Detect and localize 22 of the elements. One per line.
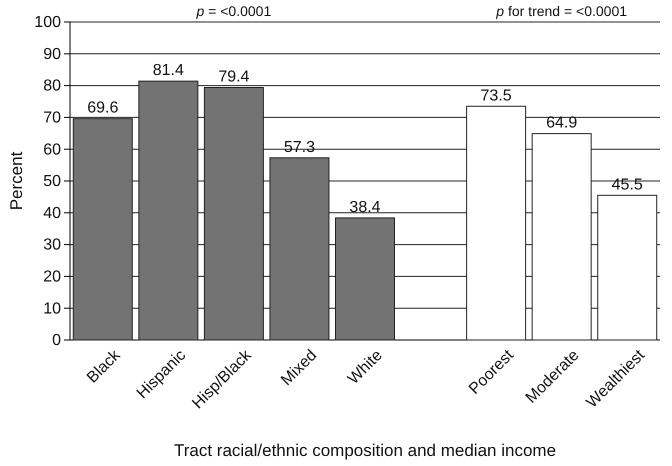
data-label: 69.6 bbox=[87, 100, 118, 117]
text: p for trend = <0.0001 bbox=[495, 3, 628, 19]
text: p = <0.0001 bbox=[196, 3, 272, 19]
data-label: 64.9 bbox=[546, 114, 578, 132]
y-tick-label: 70 bbox=[43, 110, 62, 127]
y-tick-label: 60 bbox=[43, 141, 62, 158]
y-tick-label: 40 bbox=[43, 204, 62, 222]
data-label: 38.4 bbox=[349, 198, 381, 216]
y-tick-label: 50 bbox=[43, 173, 62, 190]
y-tick-label: 0 bbox=[52, 332, 62, 350]
y-tick-label: 10 bbox=[43, 300, 62, 318]
data-label: 73.5 bbox=[480, 87, 512, 104]
y-tick-label: 20 bbox=[43, 268, 62, 286]
x-axis-title: Tract racial/ethnic composition and median income bbox=[174, 441, 556, 460]
data-label: 81.4 bbox=[152, 62, 184, 80]
data-label: 45.5 bbox=[612, 176, 643, 194]
y-axis-title: Percent bbox=[7, 151, 26, 210]
y-tick-label: 80 bbox=[43, 78, 62, 95]
data-label: 79.4 bbox=[218, 68, 250, 86]
y-tick-label: 30 bbox=[43, 236, 62, 254]
y-tick-label: 90 bbox=[43, 46, 62, 63]
y-tick-label: 100 bbox=[34, 14, 62, 32]
